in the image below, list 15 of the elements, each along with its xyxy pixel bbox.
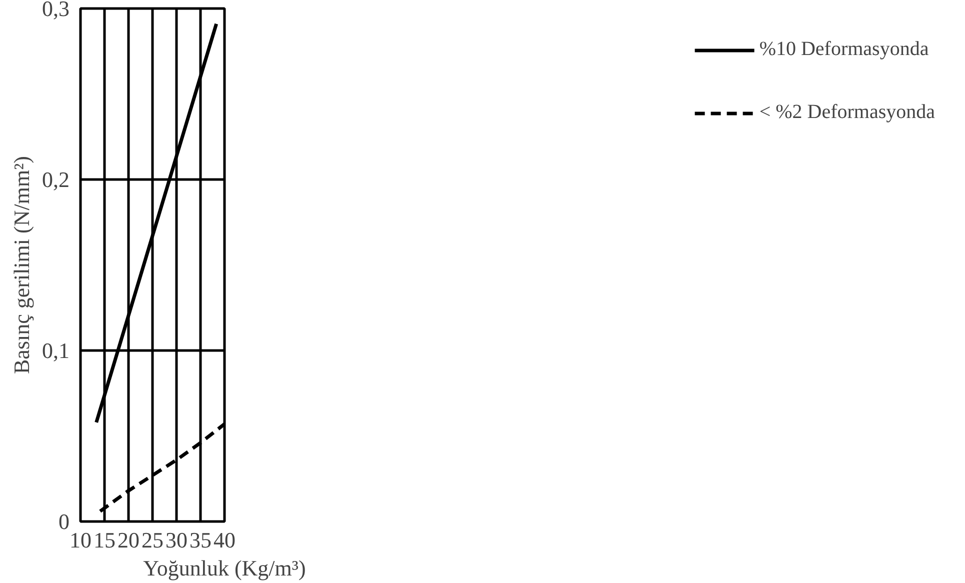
x-tick-label: 20 xyxy=(118,528,140,552)
y-tick-label: 0 xyxy=(58,509,70,534)
x-tick-label: 40 xyxy=(214,528,236,552)
x-tick-label: 30 xyxy=(166,528,188,552)
x-axis-title: Yoğunluk (Kg/m³) xyxy=(143,556,306,580)
x-tick-label: 25 xyxy=(142,528,164,552)
y-tick-label: 0,3 xyxy=(42,0,70,21)
y-tick-label: 0,1 xyxy=(42,338,70,363)
legend-label: %10 Deformasyonda xyxy=(759,38,929,61)
y-axis-title: Basınç gerilimi (N/mm²) xyxy=(9,156,34,374)
x-tick-label: 10 xyxy=(70,528,92,552)
x-tick-label: 15 xyxy=(94,528,116,552)
legend-label: < %2 Deformasyonda xyxy=(759,101,935,124)
x-tick-label: 35 xyxy=(190,528,212,552)
y-tick-label: 0,2 xyxy=(42,167,70,192)
